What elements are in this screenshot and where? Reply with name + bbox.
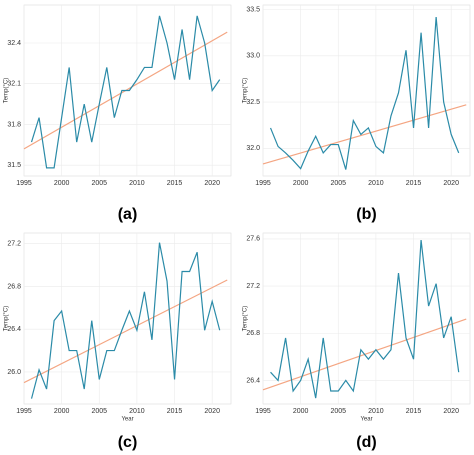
trend-line: [23, 279, 228, 384]
plot-area: [23, 232, 232, 405]
x-tick-label: 2000: [293, 408, 309, 415]
x-tick-label: 2000: [54, 408, 70, 415]
y-tick-label: 31.5: [7, 162, 21, 169]
data-line: [30, 15, 221, 169]
y-tick-label: 32.0: [246, 145, 260, 152]
y-tick-label: 32.5: [246, 99, 260, 106]
x-tick-label: 2015: [167, 408, 183, 415]
x-tick-label: 2005: [91, 408, 107, 415]
x-tick-label: 1995: [255, 408, 271, 415]
trend-line: [262, 104, 467, 165]
x-tick-label: 2020: [443, 180, 459, 187]
x-tick-label: 2000: [293, 180, 309, 187]
x-tick-label: 1995: [16, 180, 32, 187]
y-tick-label: 32.4: [7, 40, 21, 47]
plot-area: [262, 4, 471, 177]
panel-label: (d): [356, 434, 376, 451]
x-tick-label: 2015: [406, 408, 422, 415]
y-tick-label: 26.8: [246, 330, 260, 337]
data-line: [30, 242, 221, 399]
x-axis-label: Year: [121, 417, 133, 423]
data-line: [270, 240, 460, 399]
x-tick-label: 2015: [167, 180, 183, 187]
plot-area: [262, 232, 471, 405]
x-tick-label: 1995: [16, 408, 32, 415]
y-tick-label: 27.6: [246, 236, 260, 243]
x-axis-label: Year: [360, 417, 372, 423]
data-line: [269, 16, 460, 170]
x-tick-label: 2010: [368, 408, 384, 415]
y-axis-label: Temp(°C): [4, 306, 10, 331]
y-tick-label: 26.8: [7, 283, 21, 290]
panel-label: (c): [118, 434, 138, 451]
y-tick-label: 32.1: [7, 81, 21, 88]
x-tick-label: 2015: [406, 180, 422, 187]
panel-label: (a): [118, 206, 138, 223]
x-tick-label: 2020: [204, 180, 220, 187]
x-tick-label: 1995: [255, 180, 271, 187]
y-tick-label: 26.0: [7, 369, 21, 376]
y-tick-label: 33.5: [246, 6, 260, 13]
y-axis-label: Temp(°C): [243, 78, 249, 103]
y-axis-label: Temp(°C): [4, 78, 10, 103]
panel-label: (b): [356, 206, 376, 223]
y-tick-label: 27.2: [7, 241, 21, 248]
x-tick-label: 2010: [368, 180, 384, 187]
x-tick-label: 2005: [330, 408, 346, 415]
x-tick-label: 2020: [204, 408, 220, 415]
y-tick-label: 27.2: [246, 283, 260, 290]
x-tick-label: 2010: [129, 180, 145, 187]
x-tick-label: 2000: [54, 180, 70, 187]
x-tick-label: 2005: [91, 180, 107, 187]
y-axis-label: Temp(°C): [243, 306, 249, 331]
y-tick-label: 26.4: [246, 377, 260, 384]
y-tick-label: 33.0: [246, 53, 260, 60]
y-tick-label: 26.4: [7, 326, 21, 333]
y-tick-label: 31.8: [7, 121, 21, 128]
x-tick-label: 2005: [330, 180, 346, 187]
x-tick-label: 2020: [443, 408, 459, 415]
x-tick-label: 2010: [129, 408, 145, 415]
